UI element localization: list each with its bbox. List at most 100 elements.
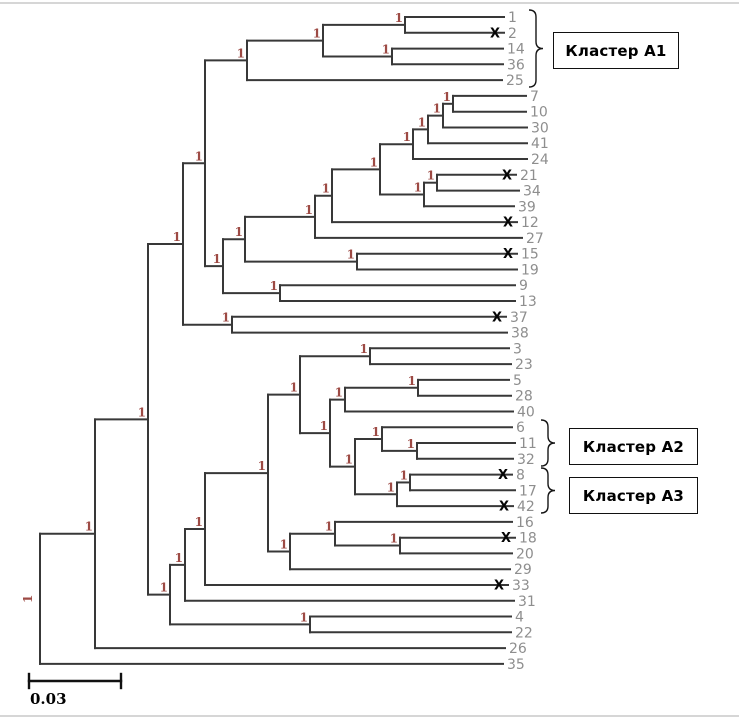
support-value: 1 <box>138 405 146 419</box>
leaf-label-2: 2 <box>508 26 517 42</box>
support-value: 1 <box>443 90 451 104</box>
leaf-label-3: 3 <box>513 341 522 357</box>
support-value: 1 <box>173 230 181 244</box>
support-value: 1 <box>290 381 298 395</box>
support-value: 1 <box>305 203 313 217</box>
leaf-label-5: 5 <box>513 373 522 389</box>
x-mark: X <box>499 500 509 515</box>
support-value: 1 <box>270 279 278 293</box>
leaf-label-4: 4 <box>515 610 524 626</box>
leaf-label-10: 10 <box>530 105 548 121</box>
leaf-label-40: 40 <box>517 405 535 421</box>
cluster-brace-1 <box>528 9 544 88</box>
support-value: 1 <box>325 520 333 534</box>
support-value: 1 <box>387 480 395 494</box>
support-value: 1 <box>85 520 93 534</box>
support-value: 1 <box>382 42 390 56</box>
leaf-label-12: 12 <box>521 215 539 231</box>
x-mark: X <box>503 216 513 231</box>
leaf-label-36: 36 <box>507 57 525 73</box>
support-value: 1 <box>195 515 203 529</box>
support-value: 1 <box>360 342 368 356</box>
leaf-label-1: 1 <box>508 10 517 26</box>
leaf-label-21: 21 <box>520 168 538 184</box>
support-value: 1 <box>235 225 243 239</box>
cluster-a1-label: Кластер А1 <box>565 41 667 60</box>
support-value: 1 <box>347 248 355 262</box>
x-mark: X <box>503 247 513 262</box>
leaf-label-24: 24 <box>531 152 549 168</box>
support-value: 1 <box>335 386 343 400</box>
leaf-label-39: 39 <box>518 199 536 215</box>
leaf-label-35: 35 <box>507 657 525 673</box>
leaf-label-28: 28 <box>515 389 533 405</box>
leaf-label-15: 15 <box>521 247 539 263</box>
cluster-a2-box: Кластер А2 <box>569 428 698 465</box>
support-value: 1 <box>322 182 330 196</box>
support-value: 1 <box>407 437 415 451</box>
leaf-label-19: 19 <box>521 263 539 279</box>
support-value: 1 <box>427 169 435 183</box>
support-value: 1 <box>414 181 422 195</box>
leaf-label-23: 23 <box>515 357 533 373</box>
support-value: 1 <box>160 581 168 595</box>
leaf-label-38: 38 <box>511 326 529 342</box>
leaf-label-6: 6 <box>516 420 525 436</box>
x-mark: X <box>501 531 511 546</box>
support-value: 1 <box>395 11 403 25</box>
leaf-label-32: 32 <box>517 452 535 468</box>
support-value: 1 <box>320 419 328 433</box>
cluster-a1-box: Кластер А1 <box>553 32 679 69</box>
cluster-a3-box: Кластер А3 <box>569 477 698 514</box>
top-border-line <box>0 2 739 4</box>
scale-bar-label: 0.03 <box>30 690 67 708</box>
x-mark: X <box>490 26 500 41</box>
leaf-label-20: 20 <box>516 546 534 562</box>
x-mark: X <box>498 468 508 483</box>
bottom-border-line <box>0 715 739 717</box>
leaf-label-37: 37 <box>510 310 528 326</box>
support-value: 1 <box>408 374 416 388</box>
support-value: 1 <box>403 130 411 144</box>
leaf-label-14: 14 <box>507 42 525 58</box>
support-value: 1 <box>195 149 203 163</box>
leaf-label-22: 22 <box>515 625 533 641</box>
leaf-label-31: 31 <box>518 594 536 610</box>
root-support-value: 1 <box>21 595 35 603</box>
support-value: 1 <box>222 311 230 325</box>
leaf-label-25: 25 <box>506 73 524 89</box>
support-value: 1 <box>313 27 321 41</box>
leaf-label-27: 27 <box>526 231 544 247</box>
leaf-label-8: 8 <box>516 468 525 484</box>
support-value: 1 <box>300 610 308 624</box>
cluster-brace-3 <box>540 467 556 514</box>
leaf-label-13: 13 <box>519 294 537 310</box>
leaf-label-42: 42 <box>517 499 535 515</box>
leaf-label-18: 18 <box>519 531 537 547</box>
support-value: 1 <box>372 425 380 439</box>
leaf-label-11: 11 <box>519 436 537 452</box>
x-mark: X <box>502 168 512 183</box>
support-value: 1 <box>213 252 221 266</box>
support-value: 1 <box>175 551 183 565</box>
support-value: 1 <box>390 532 398 546</box>
leaf-label-26: 26 <box>509 641 527 657</box>
support-value: 1 <box>345 453 353 467</box>
cluster-a2-label: Кластер А2 <box>582 437 685 456</box>
leaf-label-30: 30 <box>531 121 549 137</box>
x-mark: X <box>492 310 502 325</box>
leaf-label-41: 41 <box>531 136 549 152</box>
support-value: 1 <box>433 102 441 116</box>
support-value: 1 <box>370 155 378 169</box>
leaf-label-7: 7 <box>530 89 539 105</box>
support-value: 1 <box>418 115 426 129</box>
support-value: 1 <box>258 459 266 473</box>
leaf-label-16: 16 <box>516 515 534 531</box>
leaf-label-9: 9 <box>519 278 528 294</box>
leaf-label-17: 17 <box>519 483 537 499</box>
cluster-brace-2 <box>540 419 556 467</box>
support-value: 1 <box>280 537 288 551</box>
leaf-label-34: 34 <box>523 184 541 200</box>
